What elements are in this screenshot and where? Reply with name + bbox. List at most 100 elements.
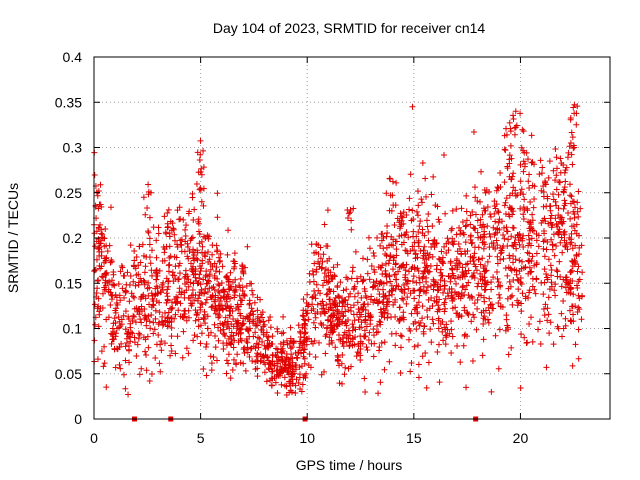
data-point [571,204,578,211]
data-point [531,183,538,190]
data-point [374,286,381,293]
data-point [335,310,342,317]
data-point [545,174,552,181]
data-point [468,273,475,280]
data-point [166,318,173,325]
data-point [556,258,563,265]
data-point [425,228,432,235]
data-point [202,320,209,327]
data-point [215,324,222,331]
data-point [168,348,175,355]
data-point [174,241,181,248]
data-point [520,211,527,218]
data-point [473,326,480,333]
data-point [191,332,198,339]
data-point [198,238,205,245]
data-point [548,283,555,290]
data-point [442,305,449,312]
data-point [350,205,357,212]
data-point [355,350,362,357]
data-point [447,278,454,285]
data-point [570,291,577,298]
data-point [334,303,341,310]
data-point [522,293,529,300]
data-point [228,329,235,336]
data-point [148,272,155,279]
data-point [436,219,443,226]
data-point [427,326,434,333]
data-point [263,378,270,385]
data-point [541,312,548,319]
data-point [360,255,367,262]
y-axis-label: SRMTID / TECUs [5,183,21,293]
data-point [497,283,504,290]
data-point [570,311,577,318]
y-tick-label: 0.4 [63,49,83,65]
data-point [411,295,418,302]
data-point [524,249,531,256]
data-point [557,273,564,280]
data-point [261,369,268,376]
data-point [136,331,143,338]
data-point [108,340,115,347]
data-point [405,268,412,275]
data-point [230,344,237,351]
data-point [349,327,356,334]
data-point [287,382,294,389]
data-point [199,243,206,250]
data-point [280,329,287,336]
data-point [336,380,343,387]
data-point [249,291,256,298]
data-point [422,264,429,271]
data-point [463,282,470,289]
data-point [267,313,274,320]
data-point [380,305,387,312]
data-point [344,214,351,221]
data-point [216,289,223,296]
data-point [206,233,213,240]
data-point [398,213,405,220]
data-point [552,292,559,299]
data-point [322,310,329,317]
data-point [573,121,580,128]
data-point [566,181,573,188]
data-point [415,361,422,368]
data-point [187,295,194,302]
data-point [528,132,535,139]
data-point [310,271,317,278]
data-point [316,339,323,346]
data-point [497,244,504,251]
data-point [377,242,384,249]
data-point [441,308,448,315]
data-point [197,306,204,313]
data-point [550,341,557,348]
data-point [409,243,416,250]
data-point [370,326,377,333]
data-point [435,302,442,309]
data-point [219,306,226,313]
data-point [97,201,104,208]
data-point [354,278,361,285]
data-point [227,295,234,302]
data-point [201,289,208,296]
data-point [189,287,196,294]
data-point [366,329,373,336]
data-point [553,202,560,209]
data-point [520,191,527,198]
data-point [360,303,367,310]
data-point [411,306,418,313]
data-point [573,252,580,259]
data-point [257,357,264,364]
data-point [506,152,513,159]
data-point [495,209,502,216]
data-point [180,328,187,335]
data-point [558,234,565,241]
data-point [479,239,486,246]
data-point [231,250,238,257]
data-point [300,296,307,303]
data-point [296,344,303,351]
data-point [185,276,192,283]
data-point [378,309,385,316]
data-point [275,354,282,361]
data-point [521,207,528,214]
